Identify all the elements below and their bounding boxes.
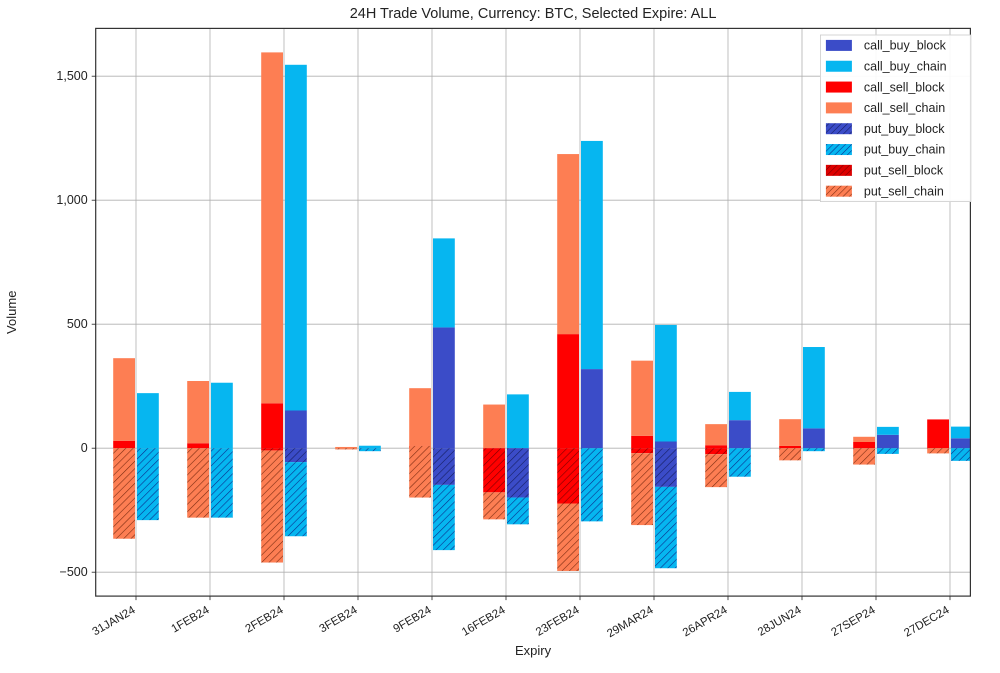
svg-text:Expiry: Expiry bbox=[515, 643, 552, 658]
svg-text:24H Trade Volume, Currency: BT: 24H Trade Volume, Currency: BTC, Selecte… bbox=[350, 6, 717, 22]
svg-text:put_sell_chain: put_sell_chain bbox=[864, 184, 944, 198]
svg-text:Volume: Volume bbox=[4, 291, 19, 334]
svg-text:call_sell_block: call_sell_block bbox=[864, 80, 945, 94]
svg-text:put_buy_block: put_buy_block bbox=[864, 122, 945, 136]
svg-text:1,500: 1,500 bbox=[56, 69, 87, 83]
svg-text:put_buy_chain: put_buy_chain bbox=[864, 143, 945, 157]
svg-text:500: 500 bbox=[67, 317, 88, 331]
svg-text:−500: −500 bbox=[60, 565, 88, 579]
svg-text:put_sell_block: put_sell_block bbox=[864, 164, 944, 178]
svg-text:call_buy_block: call_buy_block bbox=[864, 39, 947, 53]
svg-text:call_sell_chain: call_sell_chain bbox=[864, 101, 945, 115]
svg-text:0: 0 bbox=[81, 441, 88, 455]
svg-text:call_buy_chain: call_buy_chain bbox=[864, 59, 947, 73]
svg-text:1,000: 1,000 bbox=[56, 193, 87, 207]
